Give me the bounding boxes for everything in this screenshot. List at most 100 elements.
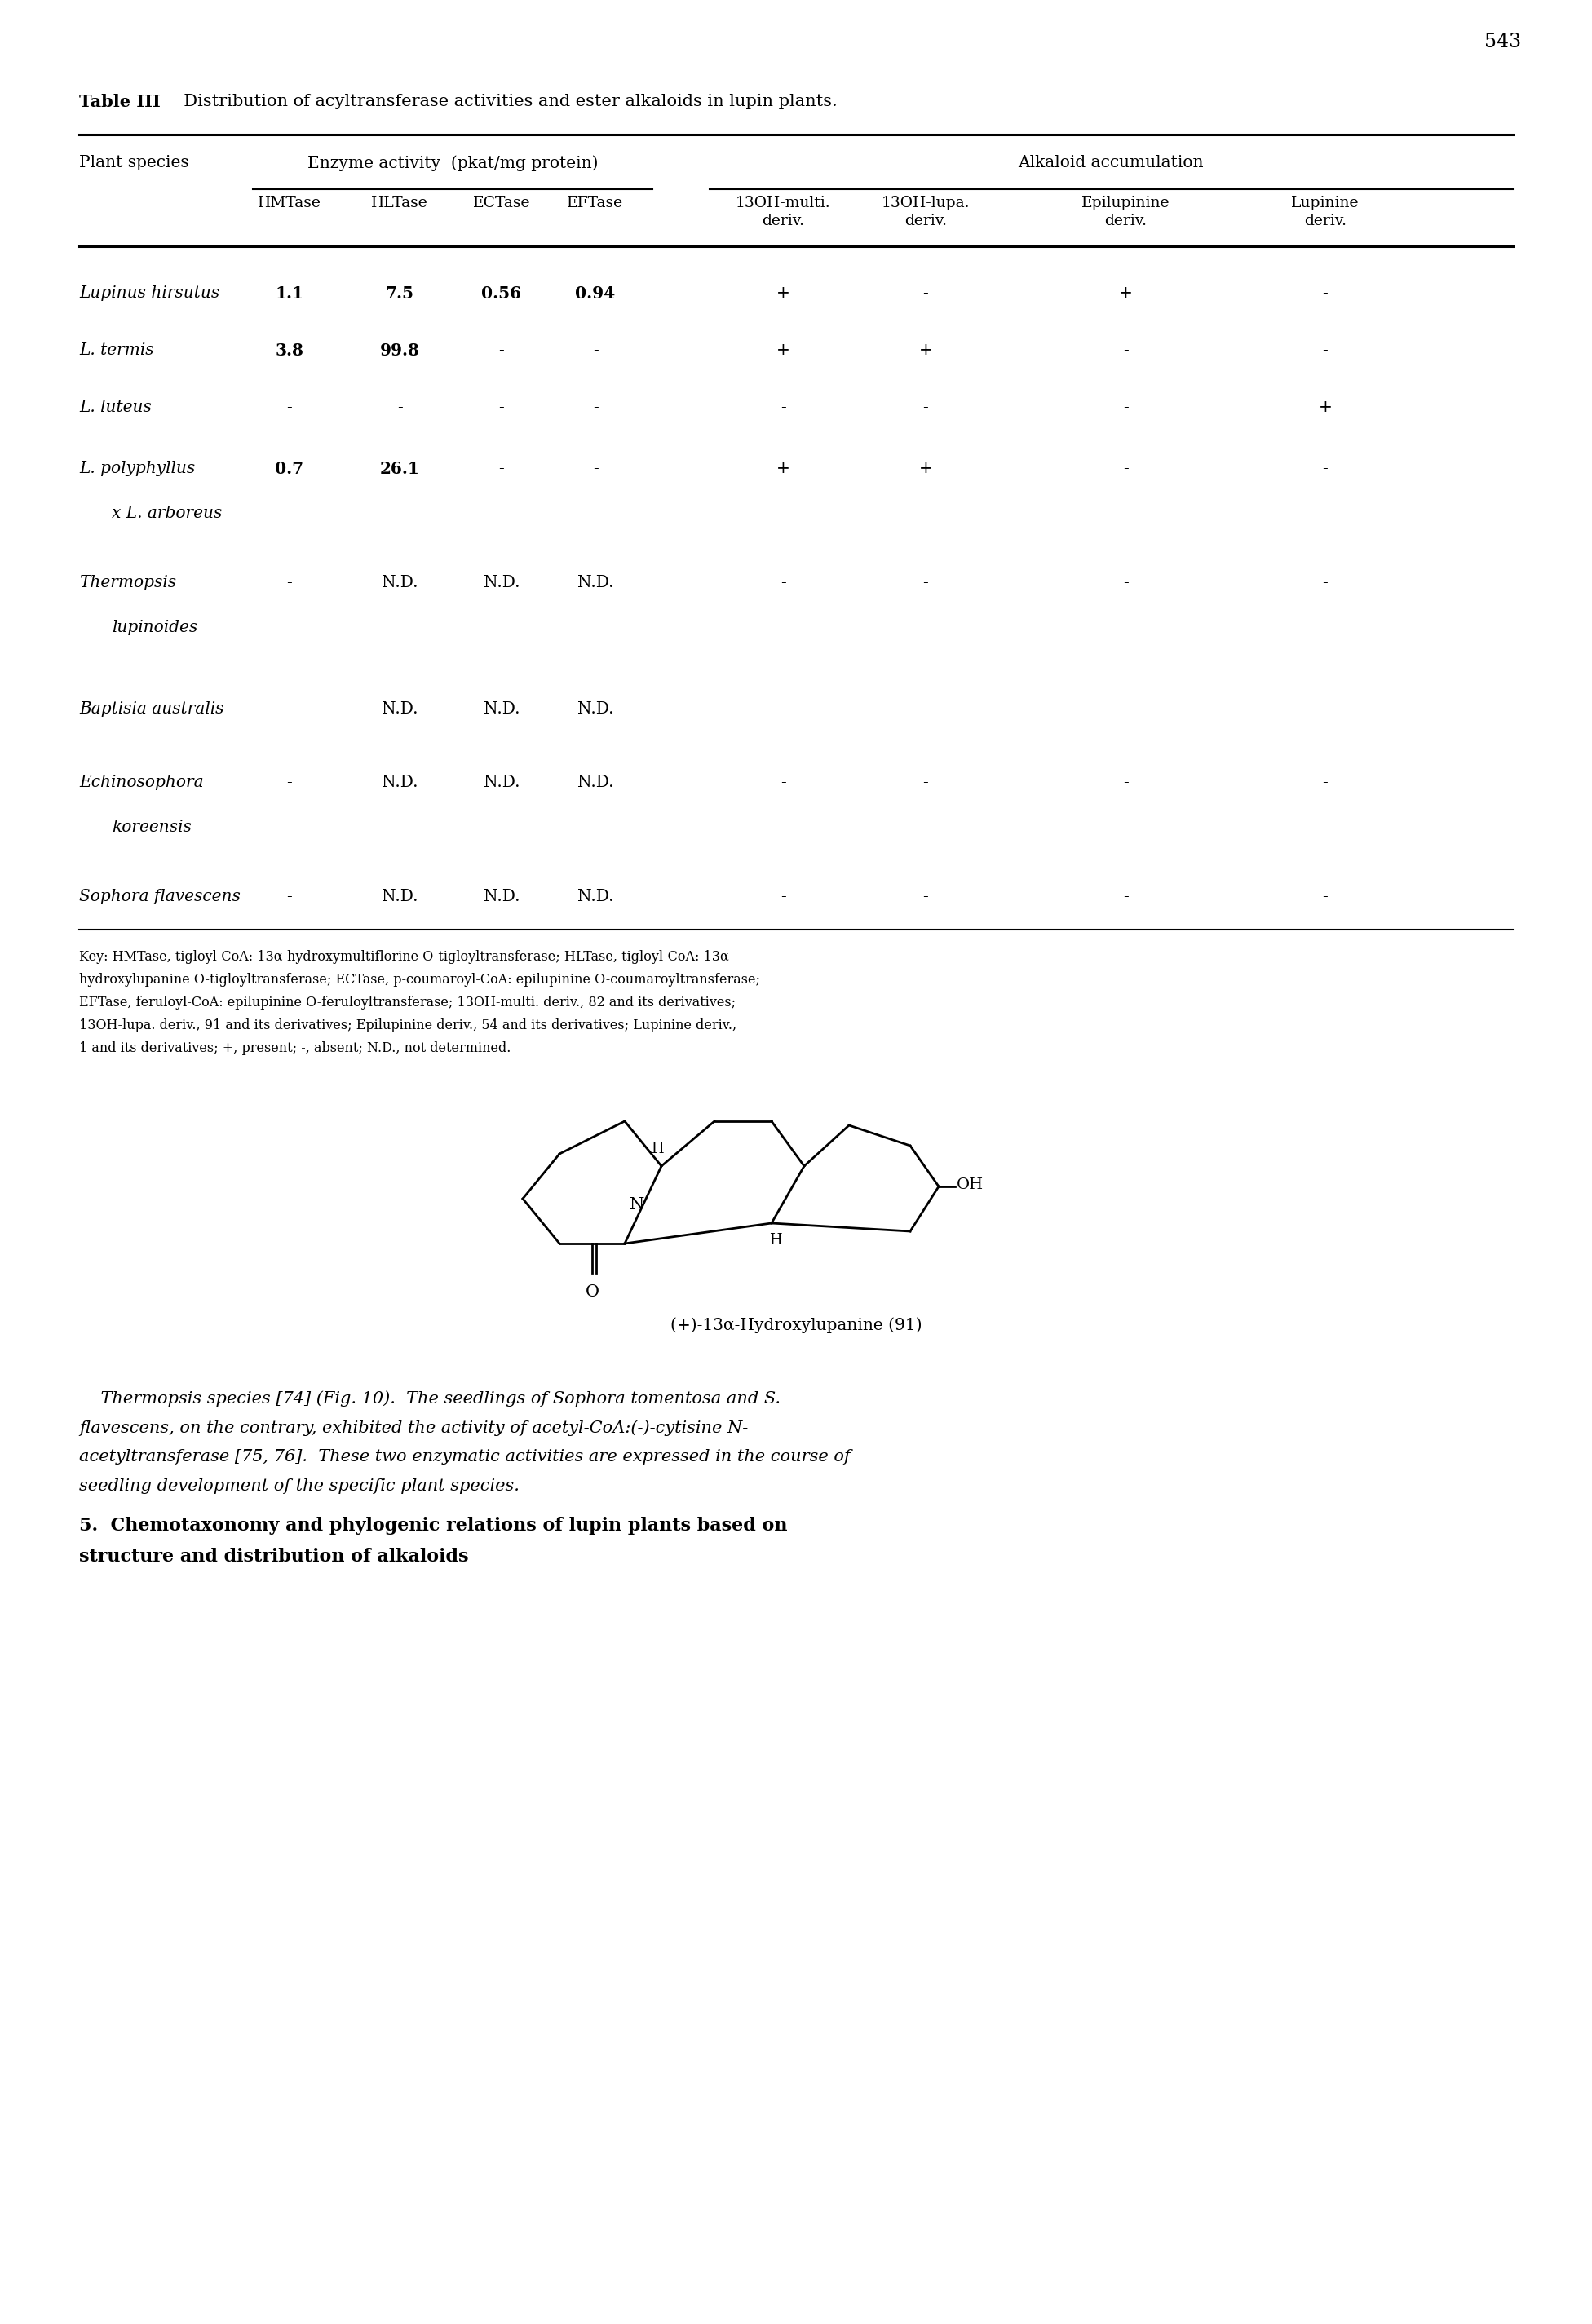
- Text: N.D.: N.D.: [484, 888, 519, 904]
- Text: 99.8: 99.8: [379, 342, 420, 358]
- Text: Alkaloid accumulation: Alkaloid accumulation: [1017, 156, 1204, 170]
- Text: N.D.: N.D.: [382, 774, 417, 790]
- Text: N.D.: N.D.: [484, 702, 519, 716]
- Text: -: -: [923, 574, 928, 590]
- Text: N.D.: N.D.: [382, 888, 417, 904]
- Text: 26.1: 26.1: [380, 460, 420, 476]
- Text: Enzyme activity  (pkat/mg protein): Enzyme activity (pkat/mg protein): [307, 156, 599, 172]
- Text: hydroxylupanine O-tigloyltransferase; ECTase, p-coumaroyl-CoA: epilupinine O-cou: hydroxylupanine O-tigloyltransferase; EC…: [80, 974, 759, 988]
- Text: structure and distribution of alkaloids: structure and distribution of alkaloids: [80, 1548, 468, 1566]
- Text: flavescens, on the contrary, exhibited the activity of acetyl-CoA:(-)-cytisine N: flavescens, on the contrary, exhibited t…: [80, 1420, 748, 1436]
- Text: (+)-13α-Hydroxylupanine (91): (+)-13α-Hydroxylupanine (91): [670, 1318, 922, 1334]
- Text: +: +: [1119, 286, 1132, 300]
- Text: Sophora flavescens: Sophora flavescens: [80, 888, 240, 904]
- Text: +: +: [775, 460, 790, 476]
- Text: N.D.: N.D.: [578, 574, 613, 590]
- Text: N.D.: N.D.: [484, 774, 519, 790]
- Text: N.D.: N.D.: [382, 702, 417, 716]
- Text: x L. arboreus: x L. arboreus: [111, 507, 223, 521]
- Text: 3.8: 3.8: [275, 342, 304, 358]
- Text: -: -: [498, 460, 505, 476]
- Text: -: -: [780, 774, 786, 790]
- Text: -: -: [923, 888, 928, 904]
- Text: -: -: [1323, 342, 1328, 358]
- Text: EFTase, feruloyl-CoA: epilupinine O-feruloyltransferase; 13OH-multi. deriv., 82 : EFTase, feruloyl-CoA: epilupinine O-feru…: [80, 995, 736, 1009]
- Text: Baptisia australis: Baptisia australis: [80, 702, 224, 716]
- Text: 0.94: 0.94: [575, 286, 616, 302]
- Text: -: -: [923, 400, 928, 416]
- Text: -: -: [780, 400, 786, 416]
- Text: Epilupinine
deriv.: Epilupinine deriv.: [1081, 195, 1170, 228]
- Text: L. luteus: L. luteus: [80, 400, 151, 416]
- Text: -: -: [1122, 574, 1129, 590]
- Text: Lupinus hirsutus: Lupinus hirsutus: [80, 286, 220, 300]
- Text: L. termis: L. termis: [80, 342, 154, 358]
- Text: L. polyphyllus: L. polyphyllus: [80, 460, 196, 476]
- Text: 13OH-lupa. deriv., 91 and its derivatives; Epilupinine deriv., 54 and its deriva: 13OH-lupa. deriv., 91 and its derivative…: [80, 1018, 737, 1032]
- Text: seedling development of the specific plant species.: seedling development of the specific pla…: [80, 1478, 519, 1494]
- Text: -: -: [923, 286, 928, 300]
- Text: ECTase: ECTase: [473, 195, 530, 211]
- Text: Thermopsis species [74] (Fig. 10).  The seedlings of Sophora tomentosa and S.: Thermopsis species [74] (Fig. 10). The s…: [80, 1390, 780, 1406]
- Text: N.D.: N.D.: [578, 774, 613, 790]
- Text: Lupinine
deriv.: Lupinine deriv.: [1291, 195, 1360, 228]
- Text: 13OH-multi.
deriv.: 13OH-multi. deriv.: [736, 195, 831, 228]
- Text: -: -: [1323, 888, 1328, 904]
- Text: 5.  Chemotaxonomy and phylogenic relations of lupin plants based on: 5. Chemotaxonomy and phylogenic relation…: [80, 1518, 788, 1534]
- Text: -: -: [287, 702, 293, 716]
- Text: HLTase: HLTase: [371, 195, 428, 211]
- Text: Plant species: Plant species: [80, 156, 189, 170]
- Text: 543: 543: [1484, 33, 1520, 51]
- Text: acetyltransferase [75, 76].  These two enzymatic activities are expressed in the: acetyltransferase [75, 76]. These two en…: [80, 1450, 850, 1464]
- Text: -: -: [780, 574, 786, 590]
- Text: -: -: [780, 702, 786, 716]
- Text: 1.1: 1.1: [275, 286, 304, 302]
- Text: 0.56: 0.56: [481, 286, 522, 302]
- Text: N: N: [629, 1197, 645, 1213]
- Text: -: -: [780, 888, 786, 904]
- Text: -: -: [498, 400, 505, 416]
- Text: lupinoides: lupinoides: [111, 621, 197, 634]
- Text: -: -: [923, 774, 928, 790]
- Text: +: +: [919, 460, 933, 476]
- Text: H: H: [651, 1141, 664, 1157]
- Text: -: -: [592, 400, 599, 416]
- Text: -: -: [923, 702, 928, 716]
- Text: -: -: [1122, 342, 1129, 358]
- Text: N.D.: N.D.: [484, 574, 519, 590]
- Text: +: +: [775, 342, 790, 358]
- Text: 1 and its derivatives; +, present; -, absent; N.D., not determined.: 1 and its derivatives; +, present; -, ab…: [80, 1041, 511, 1055]
- Text: -: -: [1323, 460, 1328, 476]
- Text: O: O: [586, 1285, 599, 1299]
- Text: N.D.: N.D.: [578, 888, 613, 904]
- Text: -: -: [498, 342, 505, 358]
- Text: -: -: [1122, 460, 1129, 476]
- Text: Distribution of acyltransferase activities and ester alkaloids in lupin plants.: Distribution of acyltransferase activiti…: [174, 93, 837, 109]
- Text: -: -: [287, 888, 293, 904]
- Text: Table III: Table III: [80, 93, 161, 109]
- Text: +: +: [919, 342, 933, 358]
- Text: -: -: [592, 342, 599, 358]
- Text: -: -: [1323, 774, 1328, 790]
- Text: HMTase: HMTase: [258, 195, 322, 211]
- Text: -: -: [592, 460, 599, 476]
- Text: OH: OH: [957, 1178, 984, 1192]
- Text: -: -: [287, 400, 293, 416]
- Text: H: H: [769, 1234, 782, 1248]
- Text: Echinosophora: Echinosophora: [80, 774, 204, 790]
- Text: +: +: [775, 286, 790, 300]
- Text: koreensis: koreensis: [111, 820, 191, 834]
- Text: 0.7: 0.7: [275, 460, 304, 476]
- Text: -: -: [1323, 702, 1328, 716]
- Text: +: +: [1318, 400, 1333, 416]
- Text: -: -: [1323, 286, 1328, 300]
- Text: N.D.: N.D.: [382, 574, 417, 590]
- Text: 7.5: 7.5: [385, 286, 414, 302]
- Text: N.D.: N.D.: [578, 702, 613, 716]
- Text: -: -: [1122, 702, 1129, 716]
- Text: -: -: [287, 774, 293, 790]
- Text: -: -: [1122, 400, 1129, 416]
- Text: 13OH-lupa.
deriv.: 13OH-lupa. deriv.: [882, 195, 970, 228]
- Text: Key: HMTase, tigloyl-CoA: 13α-hydroxymultiflorine O-tigloyltransferase; HLTase, : Key: HMTase, tigloyl-CoA: 13α-hydroxymul…: [80, 951, 734, 964]
- Text: EFTase: EFTase: [567, 195, 624, 211]
